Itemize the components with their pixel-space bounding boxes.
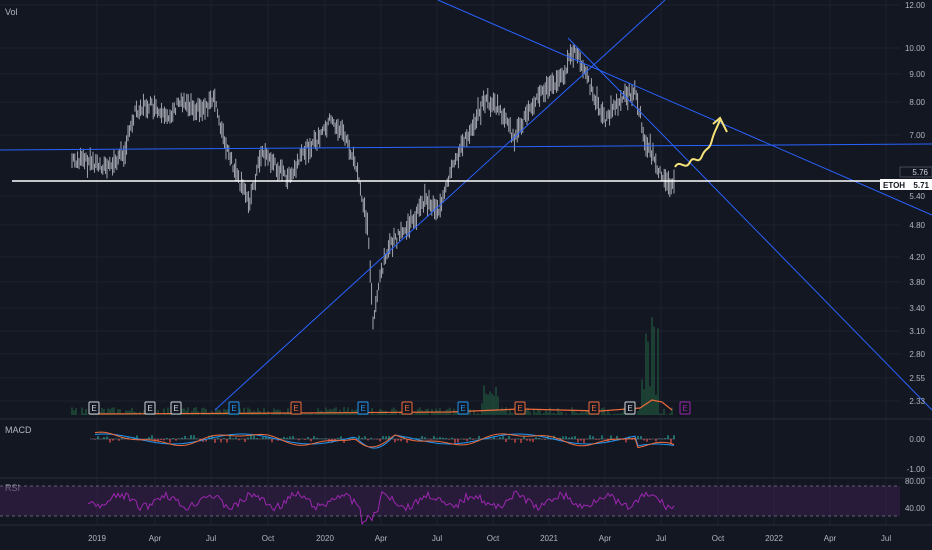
earnings-event-letter: E — [627, 404, 632, 413]
earnings-event-letter: E — [517, 404, 522, 413]
time-tick: Jul — [881, 534, 891, 543]
price-tick: 2.80 — [909, 350, 925, 359]
upper-descending-trendline[interactable] — [437, 0, 932, 216]
earnings-event-letter: E — [360, 404, 365, 413]
price-tick: 4.20 — [909, 253, 925, 262]
price-tick: 9.00 — [909, 70, 925, 79]
rsi-tick-40: 40.00 — [905, 504, 926, 513]
price-tick: 4.80 — [909, 221, 925, 230]
macd-signal-line — [94, 431, 675, 449]
earnings-event-letter: E — [460, 404, 465, 413]
time-axis[interactable]: 2019 Apr Jul Oct 2020 Apr Jul Oct 2021 Apr Jul Oct 2… — [88, 534, 891, 543]
macd-line — [94, 433, 675, 449]
earnings-event-letter: E — [91, 404, 96, 413]
price-axis[interactable]: 12.00 10.00 9.00 8.00 7.00 5.40 4.80 4.20 3.80 3.… — [905, 1, 926, 406]
symbol-label: ETOH — [883, 181, 905, 190]
time-tick: Apr — [375, 534, 388, 543]
time-tick: Oct — [262, 534, 275, 543]
ascending-trendline[interactable] — [214, 0, 666, 411]
chart-grid — [0, 0, 900, 525]
volume-ma-line — [89, 399, 673, 415]
earnings-event-letter: E — [682, 404, 687, 413]
earnings-event-letter: E — [147, 404, 152, 413]
time-tick: 2019 — [88, 534, 106, 543]
time-tick: Apr — [149, 534, 162, 543]
rsi-indicator — [87, 490, 675, 526]
earnings-event-letter: E — [404, 404, 409, 413]
volume-bars — [71, 317, 673, 415]
time-tick: Oct — [712, 534, 725, 543]
last-price-value: 5.71 — [913, 181, 929, 190]
last-price-tag — [880, 179, 932, 190]
price-tick: 12.00 — [905, 1, 926, 10]
time-tick: 2020 — [316, 534, 334, 543]
time-tick: Jul — [656, 534, 666, 543]
price-tick: 3.10 — [909, 327, 925, 336]
earnings-event-letter: E — [293, 404, 298, 413]
earnings-event-marker[interactable] — [228, 401, 240, 415]
earnings-event-letter: E — [173, 404, 178, 413]
earnings-event-marker[interactable] — [588, 401, 600, 415]
price-tick: 7.00 — [909, 131, 925, 140]
rsi-line — [87, 490, 675, 526]
macd-indicator — [90, 431, 675, 449]
price-tick: 3.40 — [909, 304, 925, 313]
ref-price-tag — [899, 166, 932, 178]
time-tick: Apr — [599, 534, 612, 543]
macd-tick-zero: 0.00 — [909, 435, 925, 444]
price-tick: 2.55 — [909, 374, 925, 383]
projection-arrowhead — [712, 116, 728, 133]
rsi-tick-80: 80.00 — [905, 477, 926, 486]
earnings-event-marker[interactable] — [144, 401, 156, 415]
macd-label: MACD — [5, 425, 32, 435]
time-tick: Apr — [824, 534, 837, 543]
price-bars — [71, 44, 675, 330]
volume-label: Vol — [5, 7, 18, 17]
earnings-event-marker[interactable] — [88, 401, 100, 415]
price-tick: 5.40 — [909, 192, 925, 201]
time-tick: 2021 — [540, 534, 558, 543]
earnings-event-marker[interactable] — [290, 401, 302, 415]
time-tick: Oct — [487, 534, 500, 543]
time-tick: 2022 — [765, 534, 783, 543]
earnings-event-marker[interactable] — [457, 401, 469, 415]
earnings-event-marker[interactable] — [170, 401, 182, 415]
price-tick: 8.00 — [909, 98, 925, 107]
resistance-trendline[interactable] — [0, 143, 932, 151]
time-tick: Jul — [206, 534, 216, 543]
rsi-band — [0, 486, 900, 516]
price-tick: 3.80 — [909, 278, 925, 287]
projection-path[interactable] — [674, 119, 721, 168]
time-tick: Jul — [432, 534, 442, 543]
earnings-event-marker[interactable] — [679, 401, 691, 415]
ref-price-value: 5.76 — [912, 168, 928, 177]
price-tick: 10.00 — [905, 44, 926, 53]
earnings-event-marker[interactable] — [514, 401, 526, 415]
earnings-event-letter: E — [231, 404, 236, 413]
earnings-event-marker[interactable] — [357, 401, 369, 415]
lower-descending-trendline[interactable] — [567, 37, 932, 411]
earnings-event-marker[interactable] — [624, 401, 636, 415]
earnings-event-marker[interactable] — [401, 401, 413, 415]
price-tick: 2.33 — [909, 397, 925, 406]
earnings-event-letter: E — [591, 404, 596, 413]
macd-tick-minus-one: -1.00 — [907, 465, 926, 474]
